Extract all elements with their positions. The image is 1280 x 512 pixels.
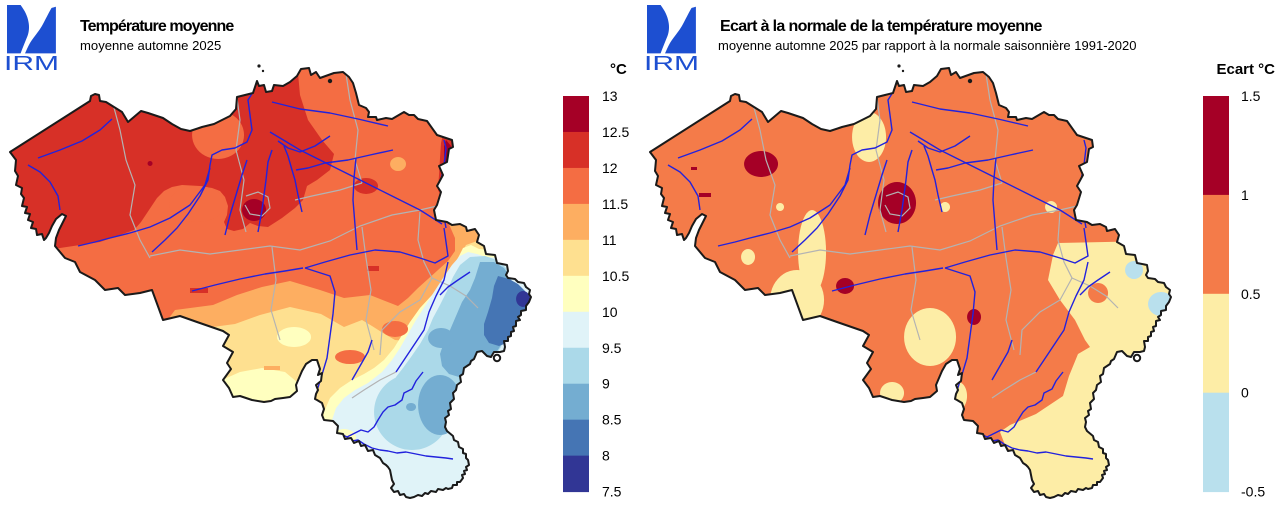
svg-text:12: 12 <box>602 160 618 176</box>
svg-text:12.5: 12.5 <box>602 124 629 140</box>
svg-text:8.5: 8.5 <box>602 412 622 428</box>
svg-text:1: 1 <box>1241 187 1249 203</box>
svg-text:Ecart °C: Ecart °C <box>1216 61 1275 78</box>
svg-text:10.5: 10.5 <box>602 268 629 284</box>
svg-text:moyenne automne 2025 par rappo: moyenne automne 2025 par rapport à la no… <box>718 38 1136 53</box>
svg-text:7.5: 7.5 <box>602 484 622 500</box>
svg-text:11: 11 <box>602 232 617 248</box>
svg-text:-0.5: -0.5 <box>1241 484 1265 500</box>
svg-text:Température moyenne: Température moyenne <box>80 18 234 35</box>
svg-text:0: 0 <box>1241 385 1249 401</box>
svg-text:IRM: IRM <box>644 53 699 75</box>
svg-text:8: 8 <box>602 448 610 464</box>
svg-text:1.5: 1.5 <box>1241 88 1261 104</box>
svg-text:moyenne automne 2025: moyenne automne 2025 <box>80 38 221 53</box>
svg-text:9.5: 9.5 <box>602 340 622 356</box>
svg-text:IRM: IRM <box>4 53 59 75</box>
svg-text:9: 9 <box>602 376 610 392</box>
svg-text:°C: °C <box>610 61 627 78</box>
svg-text:10: 10 <box>602 304 618 320</box>
svg-text:0.5: 0.5 <box>1241 286 1261 302</box>
svg-text:13: 13 <box>602 88 618 104</box>
svg-text:Ecart à la normale de la tempé: Ecart à la normale de la température moy… <box>720 18 1043 35</box>
svg-text:11.5: 11.5 <box>602 196 628 212</box>
